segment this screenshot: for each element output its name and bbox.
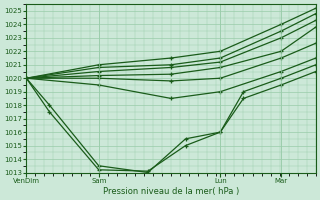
X-axis label: Pression niveau de la mer( hPa ): Pression niveau de la mer( hPa ): [103, 187, 239, 196]
